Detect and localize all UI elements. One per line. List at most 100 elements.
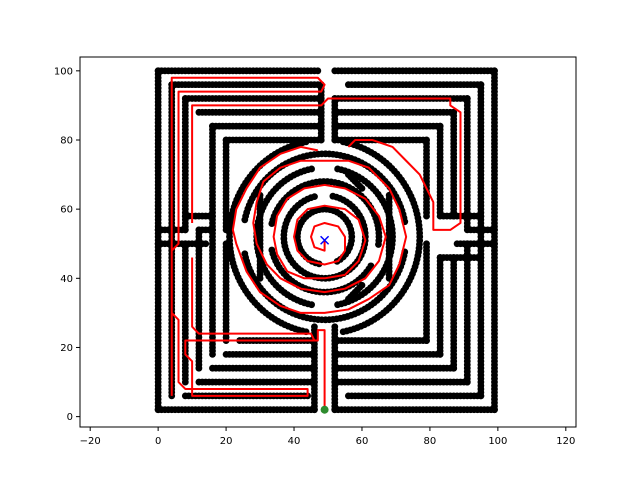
start-point-marker bbox=[320, 405, 329, 414]
wall-segment bbox=[344, 392, 485, 400]
wall-segment bbox=[463, 240, 471, 386]
wall-point bbox=[268, 220, 276, 227]
wall-segment bbox=[154, 67, 162, 414]
wall-point bbox=[477, 212, 485, 220]
wall-point bbox=[423, 212, 430, 220]
wall-point bbox=[195, 378, 203, 386]
ring-wall bbox=[241, 150, 409, 324]
x-tick-label: 20 bbox=[220, 436, 233, 447]
wall-segment bbox=[331, 122, 444, 130]
x-tick-label: 120 bbox=[556, 436, 575, 447]
ring-wall bbox=[268, 178, 383, 296]
wall-segment bbox=[463, 95, 471, 234]
wall-segment bbox=[181, 212, 216, 220]
wall-segment bbox=[317, 81, 325, 144]
wall-point bbox=[181, 392, 189, 400]
wall-point bbox=[344, 392, 352, 400]
y-axis-ticks: 0 20 40 60 80 100 bbox=[54, 66, 80, 423]
wall-segment bbox=[331, 67, 498, 75]
x-tick-label: −20 bbox=[80, 436, 101, 447]
wall-segment bbox=[477, 81, 485, 400]
wall-segment bbox=[209, 122, 216, 358]
wall-point bbox=[491, 226, 498, 234]
wall-segment bbox=[450, 108, 458, 220]
wall-segment bbox=[450, 254, 458, 372]
wall-segment bbox=[331, 350, 444, 358]
y-tick-label: 60 bbox=[60, 205, 73, 216]
axes-frame bbox=[79, 56, 577, 428]
solution-paths bbox=[170, 76, 462, 410]
ring-wall bbox=[294, 205, 356, 268]
x-tick-label: 40 bbox=[288, 436, 301, 447]
y-tick-label: 0 bbox=[67, 412, 73, 423]
wall-point bbox=[329, 192, 337, 200]
wall-segment bbox=[331, 323, 339, 414]
wall-segment bbox=[423, 240, 430, 344]
wall-segment bbox=[181, 95, 189, 234]
wall-segment bbox=[331, 337, 430, 344]
y-tick-label: 20 bbox=[60, 343, 73, 354]
x-tick-label: 80 bbox=[424, 436, 437, 447]
wall-segment bbox=[331, 95, 339, 144]
wall-segment bbox=[195, 378, 318, 386]
wall-segment bbox=[209, 364, 318, 372]
wall-point bbox=[358, 281, 366, 289]
solution-path-line bbox=[191, 257, 316, 341]
endpoint-markers bbox=[320, 235, 330, 414]
wall-segment bbox=[181, 240, 189, 386]
wall-segment bbox=[453, 240, 498, 248]
wall-segment bbox=[491, 67, 498, 414]
x-tick-label: 0 bbox=[155, 436, 161, 447]
wall-point bbox=[416, 237, 424, 245]
wall-point bbox=[491, 240, 498, 248]
wall-segment bbox=[331, 378, 471, 386]
x-tick-label: 100 bbox=[488, 436, 507, 447]
wall-segment bbox=[331, 108, 458, 116]
wall-segment bbox=[222, 136, 325, 144]
x-tick-label: 60 bbox=[356, 436, 369, 447]
wall-point bbox=[331, 323, 339, 331]
wall-segment bbox=[436, 254, 444, 358]
wall-segment bbox=[436, 254, 485, 261]
wall-point bbox=[181, 226, 189, 234]
wall-segment bbox=[154, 226, 189, 234]
wall-point bbox=[209, 364, 216, 372]
wall-point bbox=[209, 212, 216, 220]
wall-segment bbox=[440, 212, 485, 220]
y-tick-label: 100 bbox=[54, 66, 73, 77]
wall-point bbox=[334, 165, 342, 173]
wall-segment bbox=[154, 406, 318, 414]
wall-segment bbox=[181, 95, 325, 102]
wall-point bbox=[314, 67, 322, 75]
wall-point bbox=[222, 350, 230, 358]
wall-segment bbox=[467, 226, 498, 234]
wall-segment bbox=[222, 240, 230, 344]
wall-segment bbox=[195, 108, 325, 116]
wall-segment bbox=[344, 81, 485, 89]
wall-point bbox=[241, 216, 249, 224]
wall-point bbox=[389, 237, 396, 245]
wall-segment bbox=[181, 392, 312, 400]
wall-point bbox=[308, 301, 315, 309]
wall-point bbox=[477, 254, 485, 261]
wall-segment bbox=[331, 406, 498, 414]
wall-point bbox=[375, 237, 383, 245]
wall-point bbox=[202, 240, 210, 248]
wall-segment bbox=[436, 122, 444, 220]
x-axis-ticks: −20 0 20 40 60 80 100 120 bbox=[80, 427, 575, 447]
solution-path-line bbox=[191, 97, 462, 231]
wall-point bbox=[339, 138, 347, 146]
y-tick-label: 40 bbox=[60, 274, 73, 285]
wall-segment bbox=[168, 81, 325, 89]
wall-segment bbox=[154, 67, 322, 75]
goal-point-marker bbox=[320, 235, 330, 245]
wall-segment bbox=[331, 364, 458, 372]
solution-path-line bbox=[231, 145, 408, 314]
solution-path-line bbox=[170, 76, 326, 410]
wall-point bbox=[311, 323, 318, 331]
wall-segment bbox=[154, 240, 210, 248]
wall-segment bbox=[209, 122, 325, 130]
y-tick-label: 80 bbox=[60, 135, 73, 146]
wall-segment bbox=[423, 136, 430, 220]
